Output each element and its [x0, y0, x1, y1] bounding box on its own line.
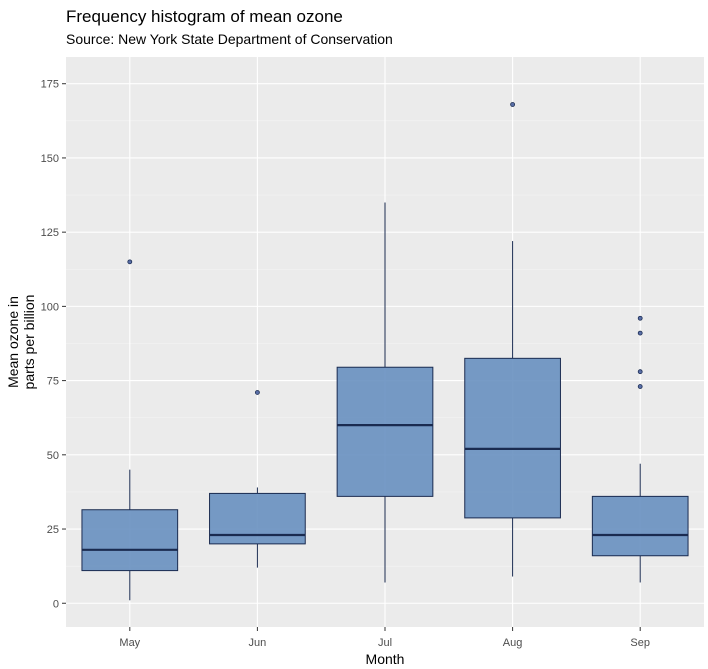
box-jun — [209, 390, 306, 568]
outlier-point — [637, 315, 643, 321]
x-tick-label: Aug — [503, 637, 523, 649]
axis-layer: 0 25 50 75 100 125 150 175 May Jun Jul Aug Sep — [41, 79, 650, 649]
outlier-point — [510, 102, 515, 107]
y-tick-label: 75 — [47, 376, 59, 388]
box-body — [336, 366, 434, 497]
y-tick-label: 25 — [47, 524, 59, 536]
chart-subtitle: Source: New York State Department of Con… — [66, 31, 393, 47]
x-tick-label: Jul — [378, 637, 392, 649]
y-tick-label: 100 — [41, 301, 59, 313]
box-body — [464, 357, 561, 519]
outlier-point — [637, 330, 643, 336]
y-axis-title-line-2: parts per billion — [21, 295, 37, 390]
y-tick-label: 0 — [53, 598, 59, 610]
y-axis-title-line-1: Mean ozone in — [5, 296, 21, 388]
y-tick-label: 125 — [41, 227, 59, 239]
x-tick-label: Jun — [249, 637, 267, 649]
box-aug — [464, 102, 561, 577]
box-body — [591, 495, 689, 557]
x-axis-title: Month — [366, 651, 405, 667]
x-tick-label: May — [119, 637, 140, 649]
box-layer — [81, 102, 689, 601]
box-jul — [336, 202, 434, 583]
box-body — [81, 509, 179, 572]
outlier-point — [637, 384, 643, 389]
y-tick-label: 50 — [47, 450, 59, 462]
chart-title: Frequency histogram of mean ozone — [66, 7, 343, 26]
outlier-point — [637, 369, 643, 375]
y-tick-label: 150 — [41, 153, 59, 165]
box-sep — [591, 315, 689, 583]
y-tick-label: 175 — [41, 79, 59, 91]
box-body — [209, 492, 306, 545]
box-may — [81, 259, 179, 601]
outlier-point — [127, 259, 133, 265]
x-tick-label: Sep — [630, 637, 650, 649]
outlier-point — [254, 390, 260, 395]
